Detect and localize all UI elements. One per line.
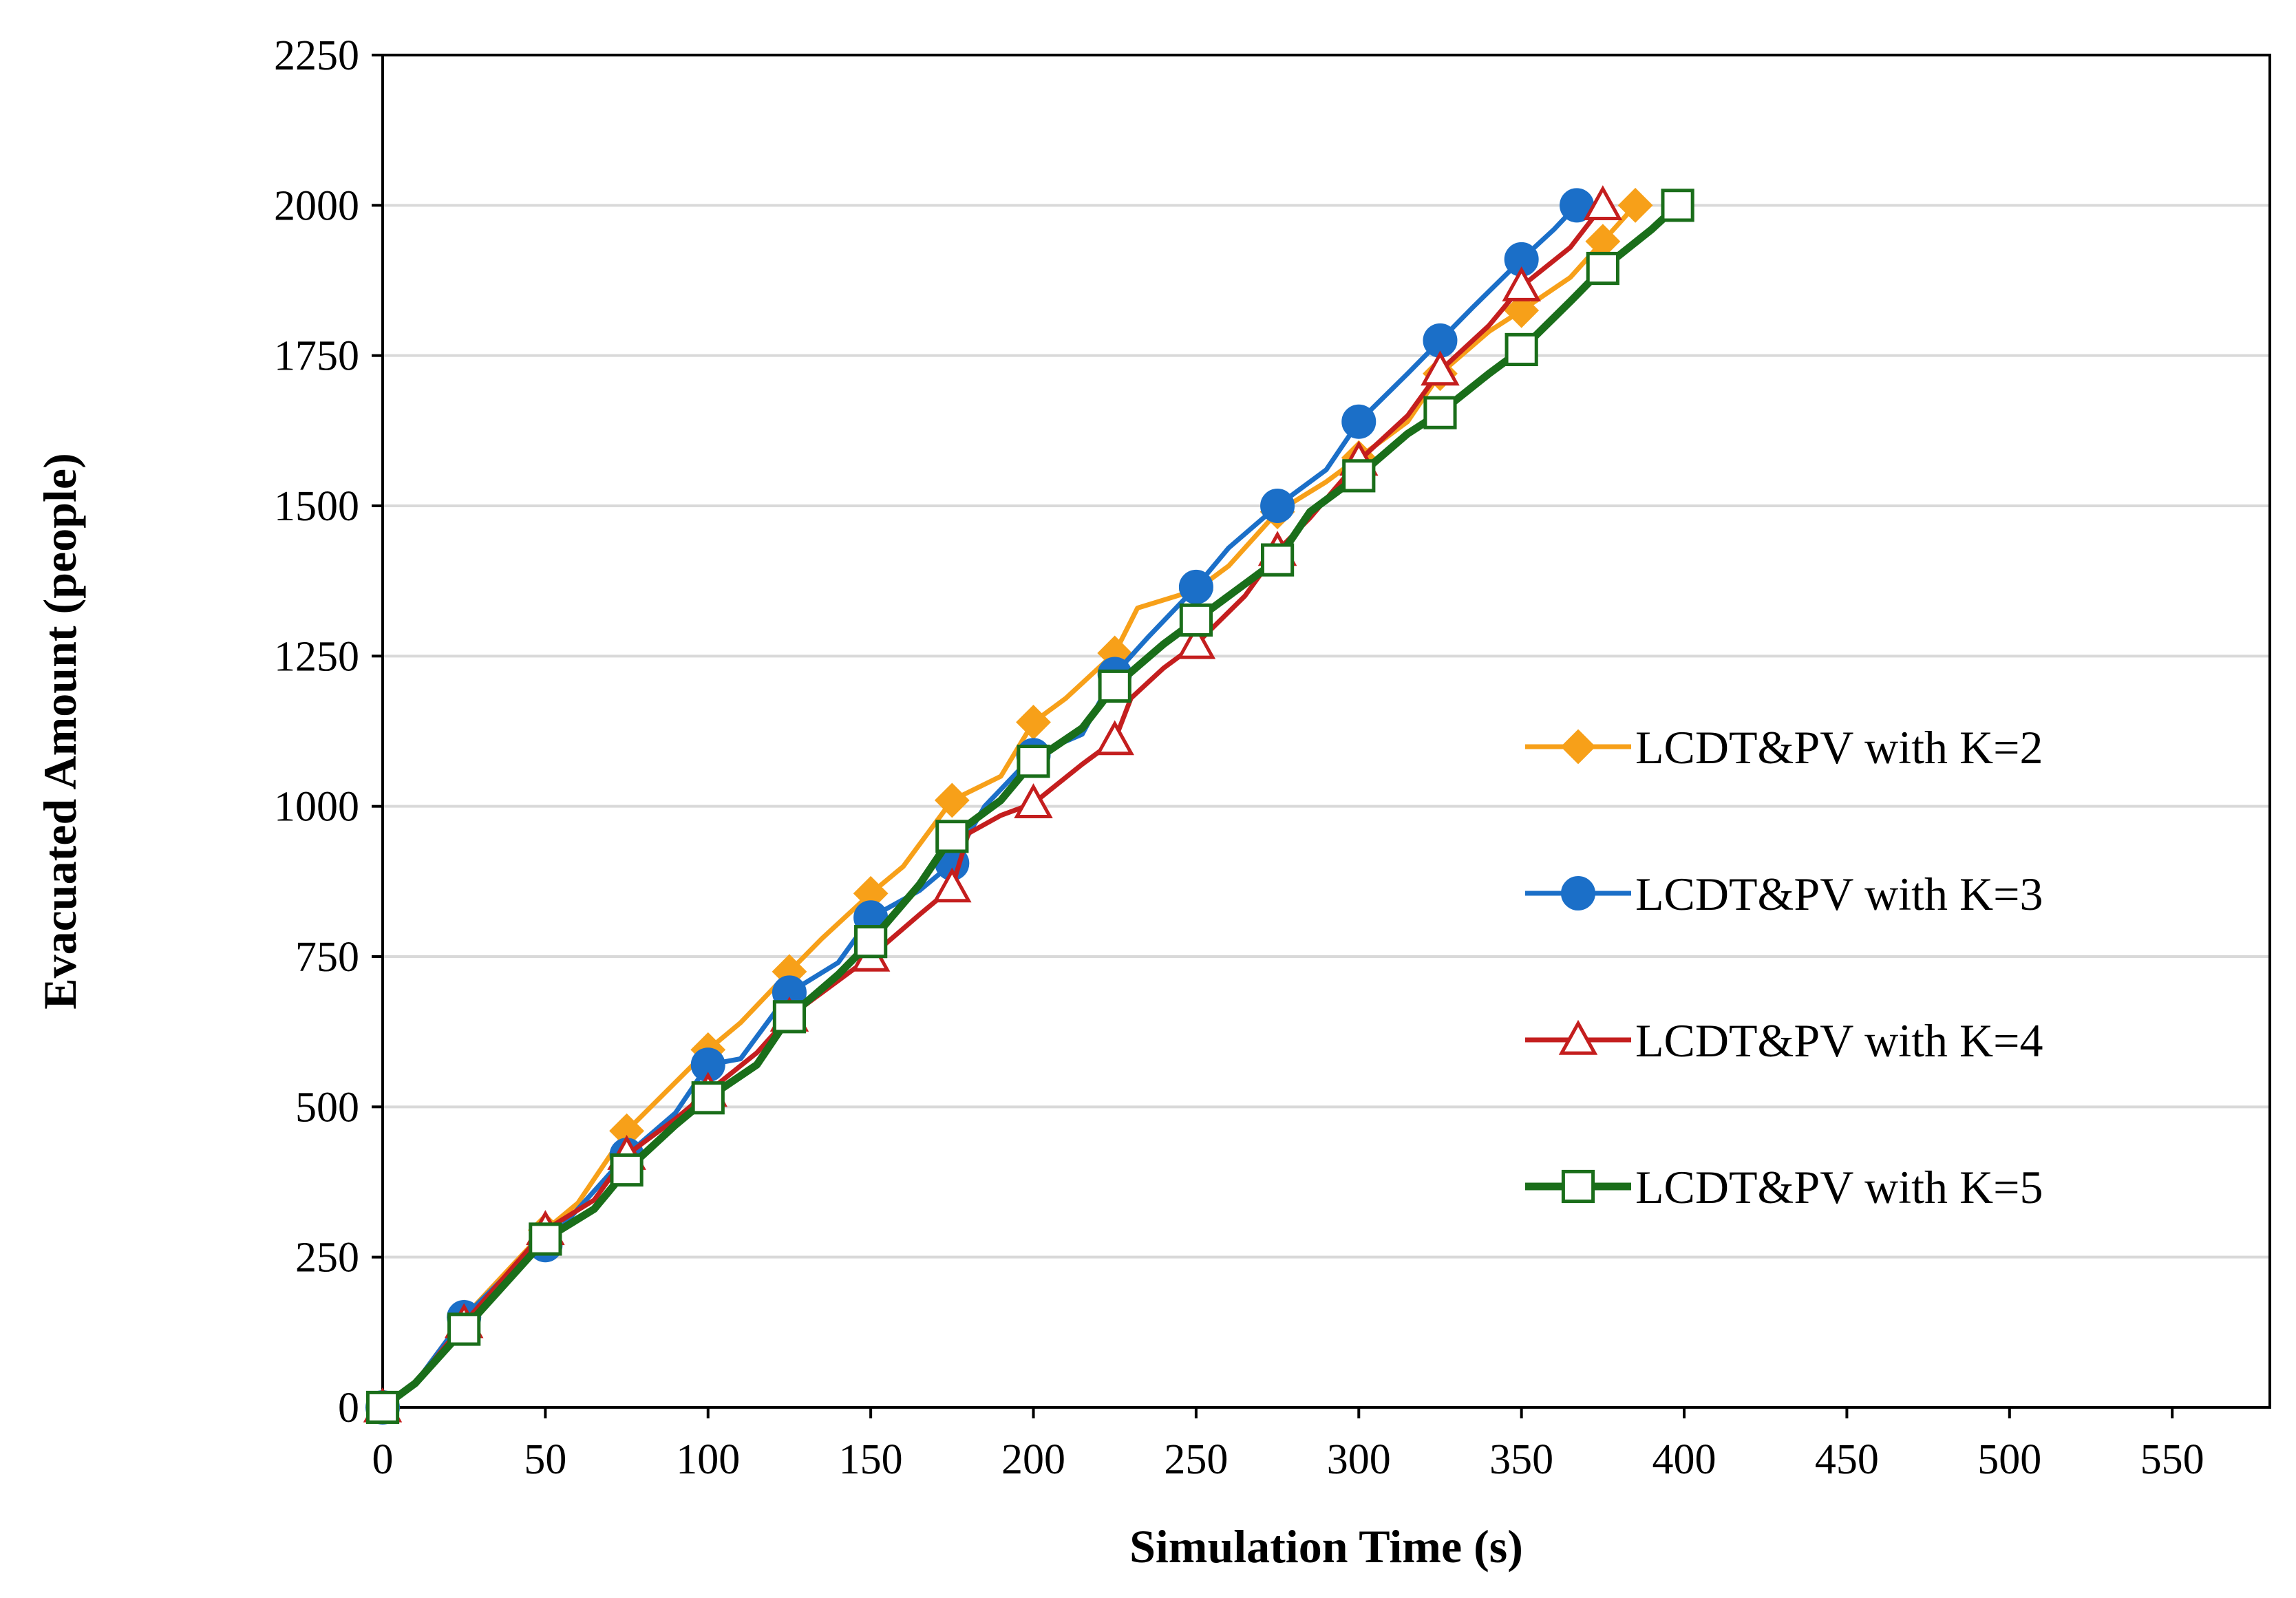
y-tick-label: 500 bbox=[295, 1084, 359, 1131]
data-point bbox=[1342, 459, 1376, 493]
x-tick-label: 450 bbox=[1815, 1436, 1879, 1483]
data-point bbox=[1017, 745, 1050, 778]
y-axis-title: Evacuated Amount (people) bbox=[34, 453, 86, 1009]
legend-label: LCDT&PV with K=3 bbox=[1635, 868, 2043, 920]
y-tick-label: 1750 bbox=[274, 333, 359, 380]
series-5 bbox=[365, 189, 1694, 1425]
data-point bbox=[1341, 404, 1376, 439]
x-tick-label: 0 bbox=[372, 1436, 394, 1483]
legend-marker bbox=[1561, 1169, 1595, 1204]
data-point bbox=[1504, 292, 1540, 328]
data-point bbox=[772, 1000, 807, 1034]
axes: 0 250 500 750 1000 1250 1500 1750 2000 2250 0 50 100… bbox=[274, 32, 2204, 1483]
data-point bbox=[1095, 720, 1134, 756]
data-point bbox=[935, 820, 969, 853]
data-point bbox=[1098, 669, 1131, 703]
data-point bbox=[1178, 569, 1213, 604]
x-tick-label: 100 bbox=[676, 1436, 740, 1483]
data-point bbox=[854, 925, 888, 959]
plot-frame bbox=[381, 54, 2271, 1409]
x-tick-label: 250 bbox=[1164, 1436, 1228, 1483]
legend-label: LCDT&PV with K=5 bbox=[1635, 1161, 2043, 1213]
y-tick-label: 0 bbox=[338, 1385, 359, 1431]
series-layer bbox=[363, 185, 1694, 1425]
legend-marker bbox=[1561, 876, 1595, 910]
x-axis-title: Simulation Time (s) bbox=[1129, 1520, 1523, 1573]
legend-label: LCDT&PV with K=2 bbox=[1635, 721, 2043, 774]
data-point bbox=[1421, 350, 1460, 386]
data-point bbox=[365, 1390, 400, 1425]
y-tick-label: 2250 bbox=[274, 32, 359, 79]
y-tick-label: 2000 bbox=[274, 182, 359, 229]
y-tick-label: 750 bbox=[295, 934, 359, 981]
data-point bbox=[934, 782, 970, 818]
series-line bbox=[381, 204, 1605, 1409]
data-point bbox=[1661, 189, 1694, 222]
x-tick-label: 400 bbox=[1652, 1436, 1716, 1483]
data-point bbox=[1586, 251, 1619, 286]
data-point bbox=[447, 1312, 481, 1346]
x-tick-label: 500 bbox=[1977, 1436, 2041, 1483]
legend-item: LCDT&PV with K=2 bbox=[1525, 721, 2043, 774]
data-point bbox=[1176, 624, 1216, 659]
data-point bbox=[1583, 185, 1623, 221]
x-tick-label: 200 bbox=[1001, 1436, 1065, 1483]
legend-item: LCDT&PV with K=4 bbox=[1525, 1014, 2043, 1067]
y-tick-label: 250 bbox=[295, 1235, 359, 1281]
legend-item: LCDT&PV with K=3 bbox=[1525, 868, 2043, 920]
data-point bbox=[1179, 603, 1213, 637]
legend-label: LCDT&PV with K=4 bbox=[1635, 1014, 2043, 1067]
x-tick-label: 150 bbox=[839, 1436, 903, 1483]
data-point bbox=[1617, 187, 1653, 223]
x-tick-label: 50 bbox=[524, 1436, 566, 1483]
data-point bbox=[933, 867, 972, 903]
legend-marker bbox=[1560, 729, 1596, 765]
y-tick-label: 1000 bbox=[274, 784, 359, 831]
data-point bbox=[1505, 332, 1538, 367]
y-tick-label: 1250 bbox=[274, 633, 359, 680]
data-point bbox=[691, 1081, 725, 1115]
data-point bbox=[1014, 783, 1053, 818]
legend-item: LCDT&PV with K=5 bbox=[1525, 1161, 2043, 1213]
legend: LCDT&PV with K=2 LCDT&PV with K=3 LCDT&PV … bbox=[1525, 721, 2043, 1213]
x-tick-label: 350 bbox=[1489, 1436, 1553, 1483]
data-point bbox=[1502, 266, 1541, 301]
data-point bbox=[1423, 396, 1457, 429]
data-point bbox=[1260, 543, 1295, 577]
y-tick-label: 1500 bbox=[274, 483, 359, 530]
data-point bbox=[529, 1222, 562, 1256]
data-point bbox=[610, 1153, 644, 1187]
x-tick-label: 300 bbox=[1327, 1436, 1391, 1483]
legend-marker bbox=[1558, 1019, 1598, 1055]
data-point bbox=[1260, 489, 1295, 523]
x-tick-label: 550 bbox=[2140, 1436, 2204, 1483]
